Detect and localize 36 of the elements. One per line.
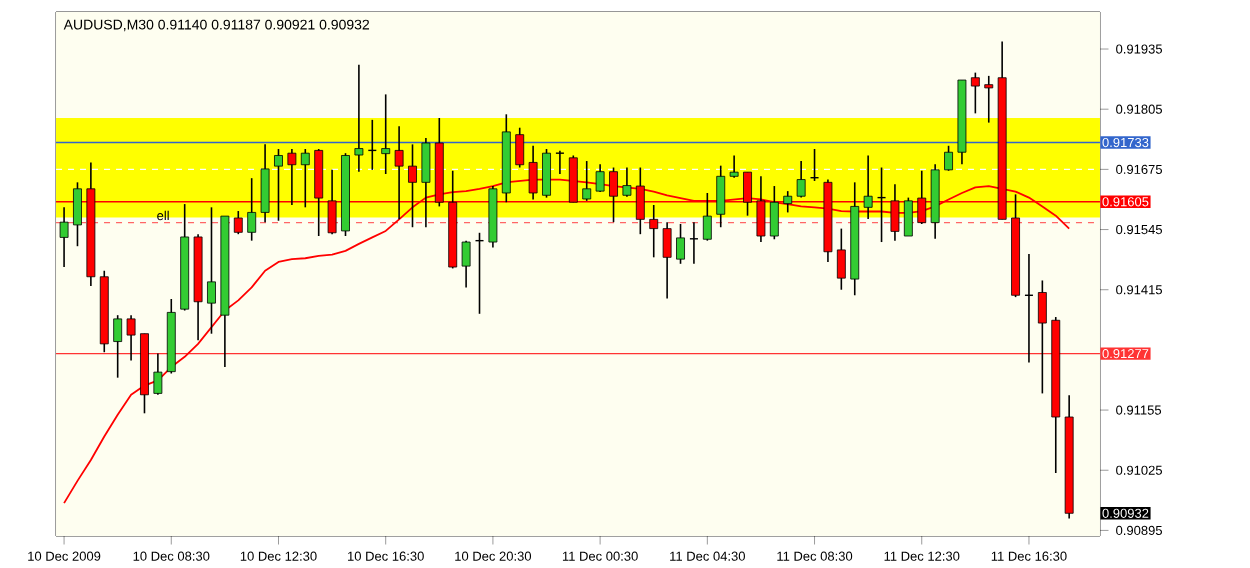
candlestick bbox=[970, 71, 980, 115]
candlestick bbox=[595, 163, 605, 193]
candlestick bbox=[354, 63, 364, 173]
candlestick bbox=[73, 181, 82, 248]
candlestick bbox=[729, 154, 739, 179]
candlestick bbox=[153, 352, 163, 396]
candlestick bbox=[582, 160, 592, 202]
candlestick bbox=[676, 223, 685, 265]
candlestick bbox=[716, 164, 726, 229]
candlestick bbox=[555, 150, 565, 175]
candlestick bbox=[233, 210, 243, 235]
candlestick bbox=[113, 314, 123, 379]
candlestick bbox=[689, 221, 699, 265]
candlestick bbox=[461, 239, 471, 289]
candlestick bbox=[783, 190, 793, 214]
candlestick bbox=[622, 166, 632, 198]
candlestick bbox=[421, 137, 431, 229]
candlestick bbox=[207, 206, 216, 335]
candlestick bbox=[300, 148, 310, 209]
candlestick bbox=[796, 160, 806, 199]
candlestick bbox=[247, 177, 257, 242]
candlestick bbox=[542, 148, 551, 199]
candlestick bbox=[1037, 279, 1047, 395]
candlestick bbox=[381, 93, 391, 175]
candlestick bbox=[944, 144, 953, 172]
candlestick bbox=[769, 185, 779, 241]
candlestick bbox=[702, 192, 712, 242]
candlestick bbox=[515, 126, 525, 169]
candlestick bbox=[903, 196, 913, 237]
candlestick bbox=[260, 143, 270, 223]
candlestick bbox=[274, 148, 283, 222]
candlestick bbox=[836, 227, 846, 291]
candlestick bbox=[863, 154, 873, 220]
candlestick bbox=[662, 221, 672, 300]
candlestick bbox=[126, 314, 136, 362]
candlestick bbox=[984, 75, 994, 124]
